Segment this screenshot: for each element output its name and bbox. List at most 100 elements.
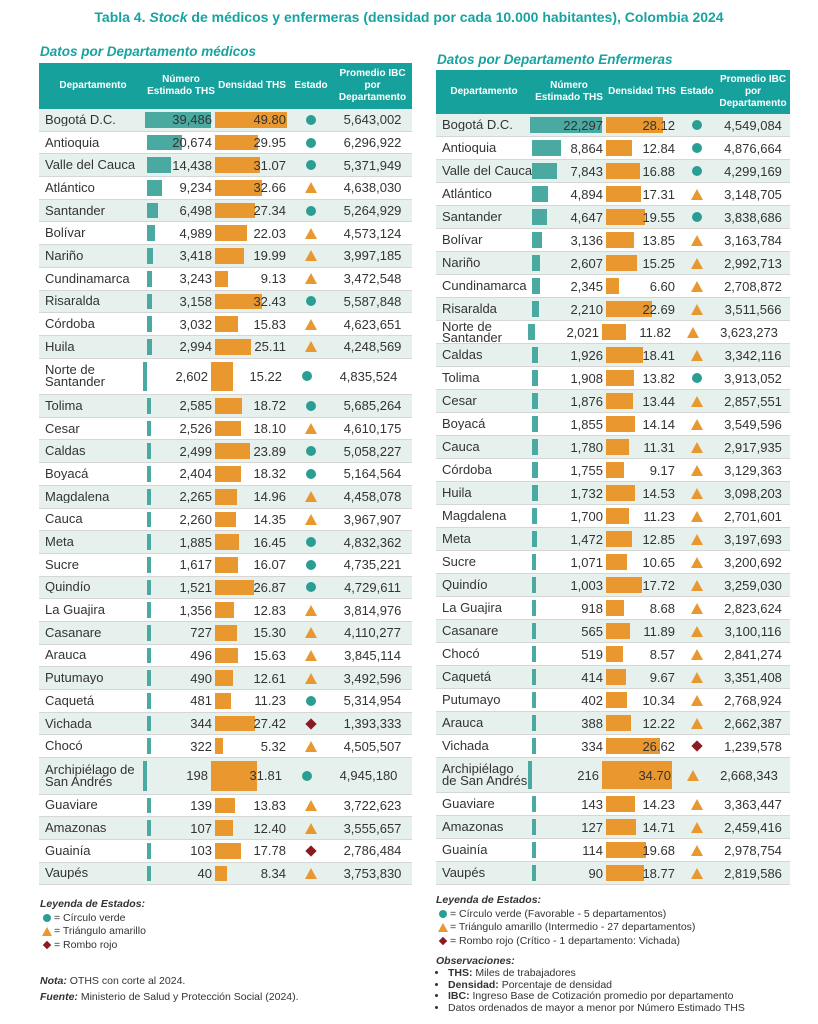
cell-estado [289,817,333,839]
obs-item: Datos ordenados de mayor a menor por Núm… [448,1002,745,1015]
densidad-value: 17.31 [642,186,675,202]
cell-ibc: 4,549,084 [724,117,782,133]
yellow-triangle-icon [691,821,703,833]
table-row: Antioquia 8,864 12.84 4,876,664 [436,137,790,160]
green-circle-icon [692,212,702,222]
cell-densidad: 14.23 [606,793,678,815]
densidad-value: 10.65 [642,554,675,570]
cell-densidad: 11.82 [602,321,674,343]
cell-departamento: Caldas [45,445,86,458]
obs-title: Observaciones: [436,955,515,967]
table-row: Risaralda 3,158 32.43 5,587,848 [39,290,412,314]
densidad-value: 16.07 [253,557,286,573]
densidad-value: 18.32 [253,466,286,482]
numero-bar [532,393,539,409]
cell-densidad: 12.61 [215,667,289,689]
cell-estado [678,183,716,205]
numero-bar [532,600,536,616]
cell-numero: 22,297 [530,114,606,136]
table-row: Meta 1,885 16.45 4,832,362 [39,531,412,554]
cell-numero: 143 [532,793,606,815]
numero-bar [532,163,558,179]
numero-bar [532,646,536,662]
numero-bar [147,134,182,151]
table-row: Casanare 727 15.30 4,110,277 [39,621,412,645]
green-circle-icon [306,296,316,307]
table-medicos: Departamento Número Estimado THS Densida… [39,63,412,886]
densidad-value: 9.13 [260,271,286,287]
yellow-triangle-icon [305,227,317,239]
numero-value: 143 [581,796,603,812]
cell-estado [289,863,333,885]
densidad-bar [602,324,626,340]
numero-value: 9,234 [179,180,212,196]
cell-ibc: 4,110,277 [344,625,401,641]
cell-numero: 3,418 [147,245,215,267]
densidad-value: 16.45 [253,534,286,550]
numero-value: 139 [190,797,212,813]
obs-item: Densidad: Porcentaje de densidad [448,979,745,992]
cell-ibc: 5,164,564 [343,466,402,482]
cell-densidad: 26.62 [606,735,678,757]
densidad-bar [606,738,660,754]
densidad-bar [606,301,652,317]
densidad-bar [606,842,646,858]
cell-departamento: Casanare [442,625,499,637]
densidad-bar [215,820,233,836]
cell-estado [678,275,716,297]
cell-numero: 9,234 [147,177,215,199]
cell-estado [289,690,333,712]
cell-densidad: 18.41 [606,344,678,366]
densidad-bar [606,819,636,835]
cell-numero: 2,345 [532,275,606,297]
densidad-value: 22.03 [253,225,286,241]
cell-densidad: 12.40 [215,817,289,839]
densidad-bar [606,865,644,881]
table-row: Antioquia 20,674 29.95 6,296,922 [39,132,412,155]
densidad-bar [215,420,242,437]
densidad-value: 15.83 [253,316,286,332]
cell-ibc: 3,472,548 [343,271,402,287]
numero-bar [147,316,153,332]
densidad-bar [215,180,263,196]
numero-value: 103 [190,843,212,859]
densidad-bar [215,338,252,355]
numero-value: 481 [190,693,212,709]
cell-densidad: 10.65 [606,551,678,573]
cell-departamento: La Guajira [45,604,105,617]
table-row: Norte de Santander 2,021 11.82 3,623,273 [436,321,790,344]
cell-estado [678,643,716,665]
densidad-value: 18.77 [642,865,675,881]
header-densidad: Densidad THS [608,86,676,97]
numero-value: 8,864 [570,140,603,156]
cell-departamento: Guaviare [442,798,495,810]
red-diamond-icon [305,717,317,730]
densidad-value: 22.69 [642,301,675,317]
cell-estado [678,367,716,389]
densidad-value: 15.63 [253,647,286,663]
numero-bar [147,738,151,755]
yellow-triangle-icon [691,510,703,522]
cell-numero: 139 [147,795,215,817]
cell-departamento: Antioquia [442,142,497,154]
cell-ibc: 3,100,116 [724,623,782,639]
cell-ibc: 2,823,624 [724,600,782,616]
table-row: Caquetá 414 9.67 3,351,408 [436,666,790,689]
cell-departamento: Putumayo [45,672,104,685]
cell-ibc: 2,662,387 [724,715,782,731]
green-circle-icon [692,143,702,153]
cell-numero: 1,472 [532,528,606,550]
densidad-bar [606,416,635,432]
table-row: Amazonas 107 12.40 3,555,657 [39,817,412,840]
cell-numero: 2,260 [147,509,215,531]
cell-estado [678,689,716,711]
numero-value: 40 [197,865,212,881]
numero-bar [147,202,158,219]
cell-densidad: 19.55 [606,206,678,228]
cell-ibc: 1,239,578 [724,738,782,754]
numero-bar [147,820,151,836]
densidad-bar [215,270,229,287]
numero-bar [532,347,539,363]
obs-item: THS: Miles de trabajadores [448,967,745,980]
yellow-triangle-icon [691,648,703,660]
